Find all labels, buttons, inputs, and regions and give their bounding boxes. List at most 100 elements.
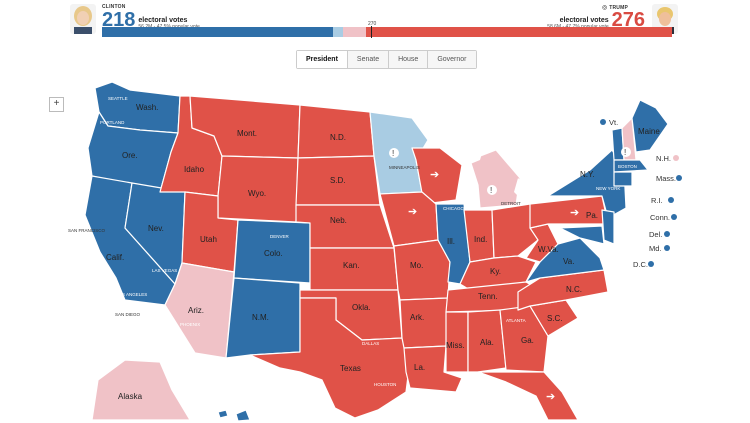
state-neb[interactable]: [295, 204, 395, 249]
callout-dot[interactable]: [664, 231, 670, 237]
label-va: Va.: [563, 257, 574, 266]
state-conn[interactable]: [613, 171, 633, 187]
label-ala: Ala.: [480, 338, 494, 347]
arrow-icon: ➔: [570, 207, 579, 219]
state-nd[interactable]: [297, 104, 375, 159]
trump-logo-icon: ◎: [601, 5, 608, 11]
arrow-icon: ➔: [408, 206, 417, 218]
callout-dot[interactable]: [664, 245, 670, 251]
label-pa: Pa.: [586, 211, 598, 220]
callout-mass: Mass.: [656, 174, 676, 183]
label-ill: Ill.: [447, 237, 455, 246]
clinton-name: CLINTON: [102, 4, 126, 10]
tab-house[interactable]: House: [389, 51, 429, 68]
label-nm: N.M.: [252, 313, 269, 322]
label-nc: N.C.: [566, 285, 582, 294]
label-idaho: Idaho: [184, 165, 205, 174]
callout-dot[interactable]: [600, 119, 606, 125]
state-ala[interactable]: [467, 309, 507, 373]
label-ky: Ky.: [490, 267, 501, 276]
state-arizona[interactable]: [164, 262, 235, 359]
flip-markers: ➔ ➔ ➔ ➔: [408, 169, 579, 403]
label-ind: Ind.: [474, 235, 487, 244]
state-nj[interactable]: [601, 209, 615, 245]
state-fla[interactable]: [477, 371, 579, 421]
tab-president[interactable]: President: [297, 51, 348, 68]
electoral-bar: [102, 27, 672, 37]
callout-nh: N.H.: [656, 154, 671, 163]
state-labels: Wash. Ore. Calif. Nev. Idaho Mont. Wyo. …: [106, 103, 660, 401]
state-wyo[interactable]: [217, 155, 299, 223]
northeast-callouts: Vt. N.H. Mass. R.I. Conn. Del. Md. D.C.: [600, 118, 682, 269]
state-ny[interactable]: [547, 149, 627, 219]
state-wisc[interactable]: [411, 147, 463, 205]
state-alaska[interactable]: [91, 359, 191, 421]
state-mo[interactable]: [393, 239, 451, 301]
label-texas: Texas: [340, 364, 361, 373]
city-boston: BOSTON: [618, 164, 637, 169]
bar-rep: [366, 27, 672, 37]
city-atlanta: ATLANTA: [506, 318, 526, 323]
tab-governor[interactable]: Governor: [428, 51, 476, 68]
race-tabs: President Senate House Governor: [296, 50, 477, 69]
alert-icon: !: [490, 186, 492, 195]
bar-dem: [102, 27, 333, 37]
label-kan: Kan.: [343, 261, 359, 270]
label-colo: Colo.: [264, 249, 283, 258]
label-utah: Utah: [200, 235, 217, 244]
state-mich[interactable]: [469, 149, 521, 209]
label-wyo: Wyo.: [248, 189, 266, 198]
label-ny: N.Y.: [580, 170, 595, 179]
label-sc: S.C.: [547, 314, 563, 323]
label-tenn: Tenn.: [478, 292, 498, 301]
callout-ri: R.I.: [651, 196, 663, 205]
label-nev: Nev.: [148, 224, 164, 233]
state-mass[interactable]: [613, 159, 649, 173]
state-maine[interactable]: [631, 99, 669, 153]
trump-label: TRUMP: [609, 4, 628, 11]
state-va[interactable]: [525, 237, 605, 283]
callout-vt: Vt.: [609, 118, 618, 127]
tab-senate[interactable]: Senate: [347, 51, 390, 68]
label-maine: Maine: [638, 127, 660, 136]
city-portland: PORTLAND: [100, 120, 125, 125]
state-md[interactable]: [559, 225, 605, 245]
callout-dc: D.C.: [633, 260, 648, 269]
label-ore: Ore.: [122, 151, 138, 160]
clinton-votes-label: electoral votes: [138, 17, 188, 24]
zoom-in-button[interactable]: +: [49, 97, 64, 112]
state-pa[interactable]: [529, 195, 609, 229]
state-hawaii[interactable]: [217, 409, 229, 419]
clinton-votes: 218: [102, 9, 136, 31]
clinton-avatar: [70, 4, 96, 34]
label-neb: Neb.: [330, 216, 347, 225]
city-nyc: NEW YORK: [596, 186, 620, 191]
callout-dot[interactable]: [668, 197, 674, 203]
threshold-label: 270: [368, 21, 377, 27]
label-nd: N.D.: [330, 133, 346, 142]
callout-dot[interactable]: [676, 175, 682, 181]
city-sd: SAN DIEGO: [115, 312, 141, 317]
callout-dot[interactable]: [648, 261, 654, 267]
state-ark[interactable]: [399, 297, 449, 349]
trump-votes-label: electoral votes: [559, 17, 609, 24]
label-wva: W.Va.: [538, 245, 559, 254]
label-ga: Ga.: [521, 336, 534, 345]
city-phoenix: PHOENIX: [180, 322, 200, 327]
state-hawaii-island[interactable]: [235, 409, 251, 422]
state-texas[interactable]: [249, 297, 411, 419]
city-lv: LAS VEGAS: [152, 268, 177, 273]
city-minneapolis: MINNEAPOLIS: [389, 165, 420, 170]
alert-icon: !: [392, 149, 394, 158]
callout-dot[interactable]: [673, 155, 679, 161]
callout-dot[interactable]: [671, 214, 677, 220]
label-la: La.: [414, 363, 425, 372]
callout-md: Md.: [649, 244, 662, 253]
city-la: LOS ANGELES: [116, 292, 147, 297]
state-ohio[interactable]: [491, 203, 539, 259]
label-mo: Mo.: [410, 261, 423, 270]
clinton-header: [70, 4, 96, 34]
callout-del: Del.: [649, 230, 662, 239]
city-labels: SEATTLE PORTLAND SAN FRANCISCO LOS ANGEL…: [68, 96, 637, 387]
